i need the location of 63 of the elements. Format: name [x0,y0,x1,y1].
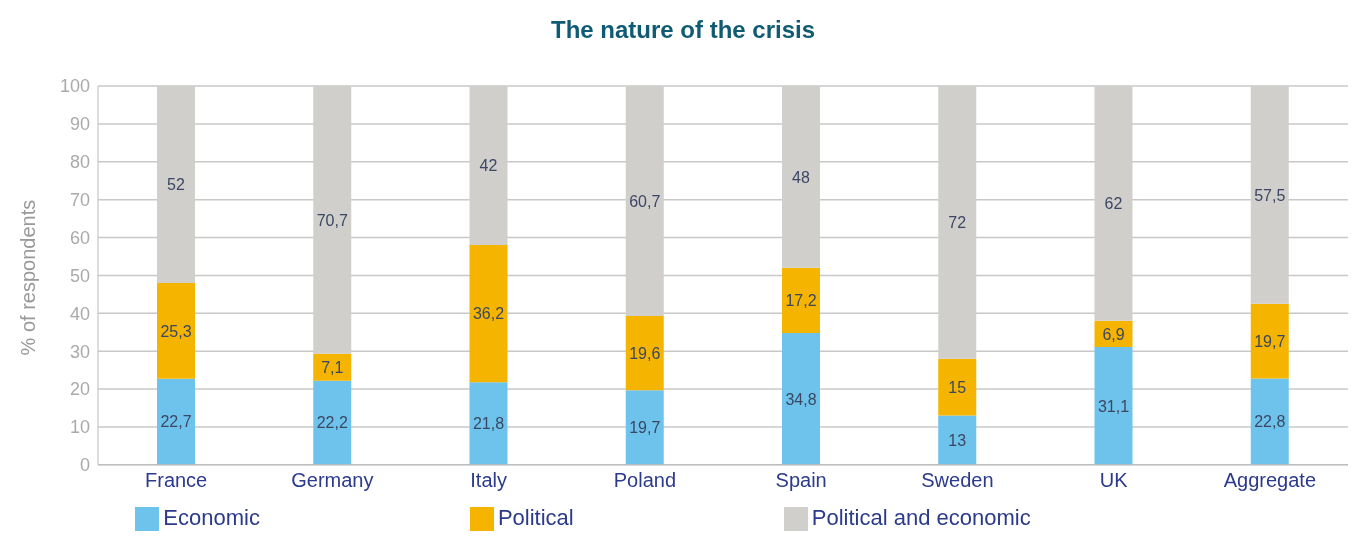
bar [782,332,820,465]
x-tick-label: Poland [613,469,677,492]
data-label: 57,5 [1254,186,1286,204]
data-label: 70,7 [316,211,348,229]
data-label: 17,2 [785,292,817,310]
bar [469,382,508,465]
bar [313,380,352,465]
x-tick-label: Italy [470,469,507,492]
y-tick-label: 90 [69,114,90,135]
bar [469,245,508,383]
bar [938,415,977,465]
data-label: 19,6 [629,344,661,362]
bar [1250,378,1289,465]
y-tick-label: 80 [69,152,90,173]
x-tick-label: Sweden [921,469,994,492]
data-label: 22,7 [160,413,192,431]
data-label: 42 [479,157,498,175]
y-tick-label: 30 [69,341,90,362]
y-tick-label: 50 [69,265,90,286]
legend-label: Economic [163,504,260,530]
x-tick-label: UK [1099,469,1129,492]
y-tick-label: 20 [69,379,90,400]
data-label: 36,2 [472,305,505,323]
y-tick-label: 100 [59,76,90,97]
data-label: 19,7 [1254,332,1286,350]
data-label: 60,7 [629,192,661,210]
legend-label: Political and economic [811,504,1031,530]
bar [157,282,195,379]
bar [625,390,664,465]
data-label: 52 [167,176,185,194]
bar [157,378,195,465]
bar [782,267,820,333]
x-tick-label: Germany [291,469,374,492]
bar [1094,347,1133,465]
data-label: 48 [792,168,810,186]
chart-title: The nature of the crisis [549,15,817,45]
legend-label: Political [497,504,574,530]
y-tick-label: 10 [69,417,90,438]
bar [625,315,664,391]
data-label: 25,3 [160,322,192,340]
bar [1250,303,1289,379]
x-tick-label: France [145,469,208,492]
data-label: 72 [948,214,967,232]
data-label: 62 [1104,195,1123,213]
y-axis-title: % of respondents [17,199,40,356]
data-label: 15 [948,378,967,396]
data-label: 21,8 [472,415,505,433]
data-label: 34,8 [785,390,817,408]
bar [938,358,977,416]
data-label: 19,7 [629,419,661,437]
data-label: 22,8 [1254,413,1286,431]
y-tick-label: 70 [69,190,90,211]
y-tick-label: 60 [69,227,90,248]
x-tick-label: Spain [775,469,827,492]
data-label: 13 [948,431,967,449]
data-label: 31,1 [1097,397,1130,415]
y-tick-label: 0 [79,455,90,476]
y-tick-label: 40 [69,303,90,324]
data-label: 6,9 [1102,325,1125,343]
data-label: 22,2 [316,414,348,432]
data-label: 7,1 [321,358,344,376]
bar [313,353,352,381]
x-tick-label: Aggregate [1223,469,1317,492]
